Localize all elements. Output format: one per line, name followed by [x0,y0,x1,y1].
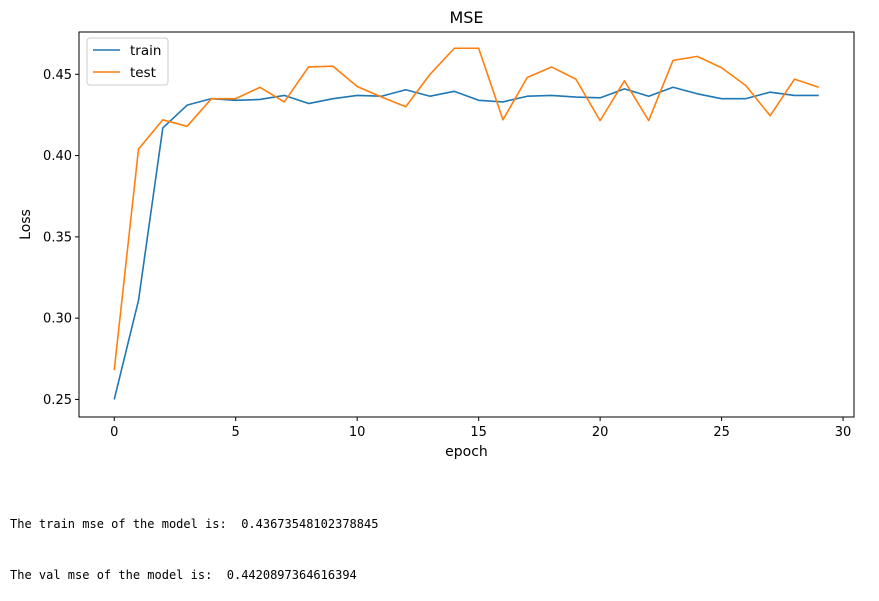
axes-frame [78,31,855,418]
x-tick-label: 10 [349,425,366,440]
y-tick-label: 0.35 [43,230,72,245]
series-line-test [113,47,820,371]
x-axis-title: epoch [445,444,488,460]
x-tick-label: 30 [835,425,852,440]
y-tick-label: 0.25 [43,393,72,408]
x-tick-label: 0 [110,425,118,440]
val-mse-output: The val mse of the model is: 0.442089736… [10,568,357,582]
legend-label-test: test [130,65,156,81]
chart-title: MSE [449,8,483,27]
y-tick-label: 0.40 [43,149,72,164]
x-tick-label: 25 [713,425,730,440]
train-mse-output: The train mse of the model is: 0.4367354… [10,517,379,531]
y-tick-label: 0.30 [43,312,72,327]
legend-label-train: train [130,43,161,59]
x-tick-label: 20 [592,425,609,440]
x-tick-label: 5 [232,425,240,440]
y-tick-label: 0.45 [43,68,72,83]
y-axis-title: Loss [18,209,34,240]
mse-chart: MSE 0 5 10 15 20 25 30 0.25 0.30 0.35 0.40 0.45 ep… [18,8,855,460]
series-line-train [113,86,819,400]
legend: train test [86,37,169,86]
cell-output: The train mse of the model is: 0.4367354… [10,482,378,601]
y-axis: 0.25 0.30 0.35 0.40 0.45 [43,68,79,408]
x-tick-label: 15 [470,425,487,440]
plot-area [113,47,820,400]
x-axis: 0 5 10 15 20 25 30 [110,417,851,440]
